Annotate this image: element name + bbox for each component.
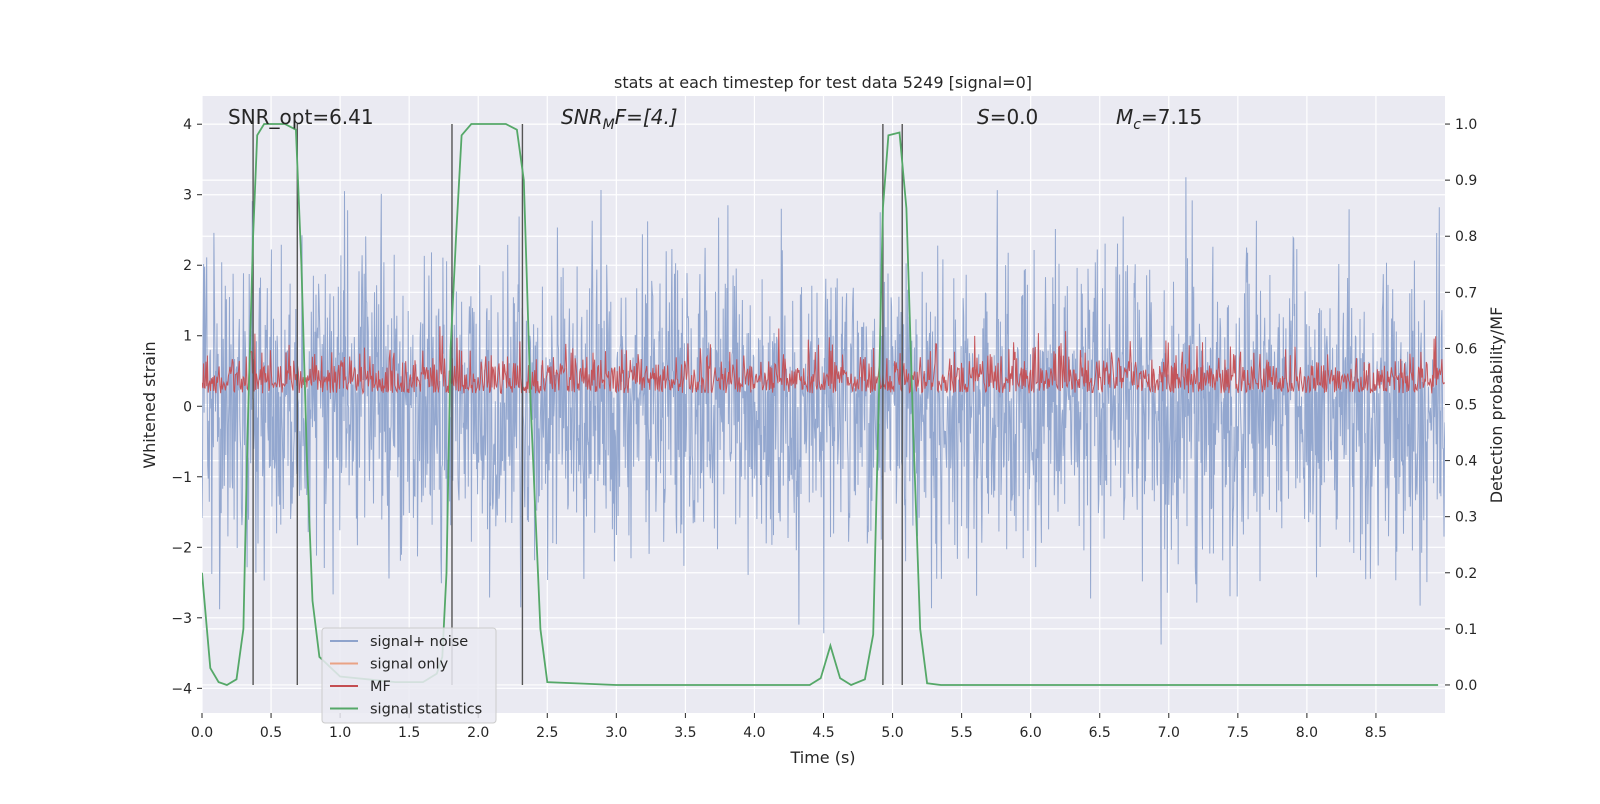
mc-name: M: [1116, 105, 1133, 129]
y2-tick-label: 0.2: [1455, 566, 1477, 582]
legend-label: MF: [370, 679, 391, 695]
legend-label: signal+ noise: [370, 634, 468, 650]
y-tick-label: −4: [171, 681, 192, 697]
y2-tick-label: 0.7: [1455, 285, 1477, 301]
y2-tick-label: 0.5: [1455, 398, 1477, 414]
y-tick-label: 3: [183, 188, 192, 204]
y2-tick-label: 0.0: [1455, 678, 1477, 694]
y2-tick-label: 0.1: [1455, 622, 1477, 638]
legend-label: signal only: [370, 657, 449, 673]
x-tick-label: 2.0: [467, 725, 489, 741]
y2-axis-ticks: 1.0 0.9 0.8 0.7 0.6 0.5 0.4 0.3 0.2 0.1 0.0: [1445, 117, 1477, 694]
snr-mf-annotation: SNRMF=[4.]: [561, 105, 678, 133]
x-tick-label: 0.5: [260, 725, 282, 741]
y2-tick-label: 0.9: [1455, 173, 1477, 189]
y2-tick-label: 0.3: [1455, 510, 1477, 526]
x-tick-label: 5.0: [881, 725, 903, 741]
x-tick-label: 8.0: [1296, 725, 1318, 741]
y-tick-label: 1: [183, 329, 192, 345]
y-tick-label: −3: [171, 611, 192, 627]
signal-statistics-series: [202, 123, 1439, 687]
s-value: =0.0: [990, 105, 1039, 129]
y-tick-label: 4: [183, 117, 192, 133]
x-tick-label: 3.5: [674, 725, 696, 741]
x-tick-label: 6.5: [1089, 725, 1111, 741]
x-axis-ticks: 0.0 0.5 1.0 1.5 2.0 2.5 3.0 3.5 4.0 4.5 5.0 5.5 6.0 6…: [191, 713, 1387, 741]
x-tick-label: 7.5: [1227, 725, 1249, 741]
x-tick-label: 1.5: [398, 725, 420, 741]
signal-noise-series: [202, 177, 1445, 645]
snr-mf-subscript: M: [603, 117, 615, 133]
x-tick-label: 1.0: [329, 725, 351, 741]
y-axis-ticks: 4 3 2 1 0 −1 −2 −3 −4: [171, 117, 202, 697]
x-tick-label: 0.0: [191, 725, 213, 741]
legend: signal+ noise signal only MF signal statist…: [321, 627, 497, 724]
x-axis-label: Time (s): [789, 748, 855, 767]
y-tick-label: −1: [171, 470, 192, 486]
x-tick-label: 4.0: [743, 725, 765, 741]
y-axis-label: Whitened strain: [140, 341, 159, 468]
y2-tick-label: 0.8: [1455, 229, 1477, 245]
snr-mf-name: SNR: [561, 105, 603, 129]
y-tick-label: 0: [183, 399, 192, 415]
x-tick-label: 7.0: [1158, 725, 1180, 741]
x-tick-label: 5.5: [950, 725, 972, 741]
x-tick-label: 3.0: [605, 725, 627, 741]
s-annotation: S=0.0: [977, 105, 1038, 129]
y2-axis-label: Detection probability/MF: [1487, 307, 1506, 504]
detection-markers: [252, 124, 903, 685]
y-tick-label: −2: [171, 540, 192, 556]
snr-mf-rest: F=[4.]: [615, 105, 678, 129]
mf-series: [202, 326, 1445, 395]
x-tick-label: 8.5: [1365, 725, 1387, 741]
y2-tick-label: 1.0: [1455, 117, 1477, 133]
x-tick-label: 4.5: [812, 725, 834, 741]
s-name: S: [977, 105, 990, 129]
legend-label: signal statistics: [370, 702, 482, 718]
mc-value: =7.15: [1141, 105, 1202, 129]
snr-opt-annotation: SNR_opt=6.41: [228, 105, 374, 129]
y2-tick-label: 0.4: [1455, 454, 1477, 470]
x-tick-label: 6.0: [1020, 725, 1042, 741]
x-tick-label: 2.5: [536, 725, 558, 741]
y-tick-label: 2: [183, 258, 192, 274]
mc-annotation: Mc=7.15: [1116, 105, 1202, 133]
y2-tick-label: 0.6: [1455, 341, 1477, 357]
legend-box: [321, 627, 497, 724]
mc-subscript: c: [1133, 117, 1141, 133]
chart-title: stats at each timestep for test data 524…: [614, 73, 1032, 92]
